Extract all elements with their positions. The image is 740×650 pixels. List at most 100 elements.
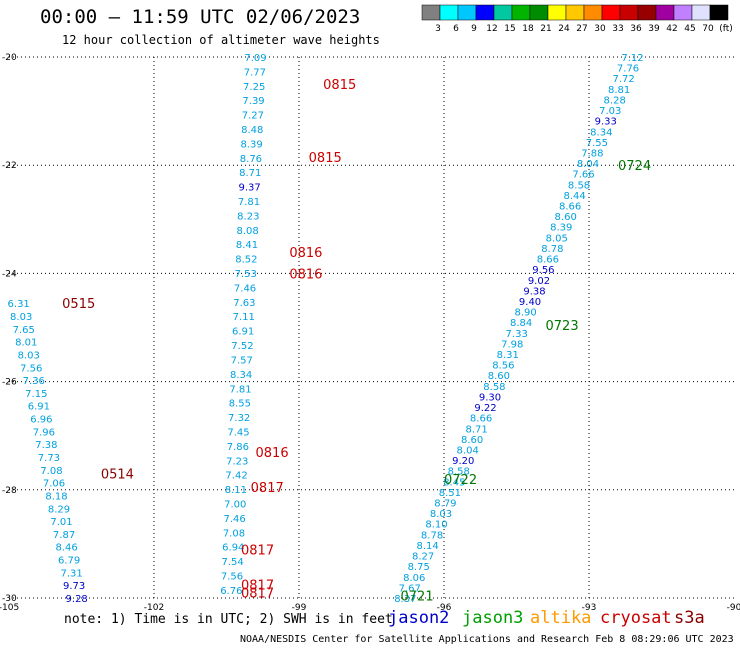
colorbar-label: (ft) xyxy=(719,24,733,34)
pass-time-label: 0817 xyxy=(241,578,274,593)
wave-height-label: 7.88 xyxy=(581,148,603,159)
wave-height-label: 7.63 xyxy=(233,298,255,309)
wave-height-label: 9.22 xyxy=(474,403,496,414)
wave-height-label: 8.66 xyxy=(537,255,559,266)
colorbar-swatch xyxy=(493,4,513,21)
wave-height-label: 8.78 xyxy=(541,244,563,255)
x-tick-label: -99 xyxy=(292,603,307,613)
wave-height-label: 8.58 xyxy=(448,467,470,478)
wave-height-label: 8.81 xyxy=(608,85,630,96)
wave-height-label: 8.05 xyxy=(546,233,568,244)
wave-height-label: 8.78 xyxy=(421,530,443,541)
pass-time-label: 0816 xyxy=(289,267,322,282)
x-tick-label: -93 xyxy=(582,603,597,613)
wave-height-label: 8.79 xyxy=(434,499,456,510)
wave-height-label: 8.39 xyxy=(240,139,262,150)
wave-height-label: 9.20 xyxy=(452,456,474,467)
wave-height-label: 8.18 xyxy=(45,491,67,502)
wave-height-label: 7.56 xyxy=(20,363,42,374)
wave-height-label: 8.84 xyxy=(510,318,532,329)
wave-height-label: 8.51 xyxy=(439,488,461,499)
wave-height-label: 6.91 xyxy=(28,402,50,413)
wave-height-label: 8.11 xyxy=(225,485,247,496)
pass-time-label: 0514 xyxy=(101,468,134,483)
wave-height-label: 8.06 xyxy=(403,573,425,584)
wave-height-label: 9.33 xyxy=(595,117,617,128)
x-tick-label: -96 xyxy=(437,603,452,613)
pass-time-label: 0721 xyxy=(401,589,434,604)
legend-cryosat: cryosat xyxy=(600,608,672,628)
colorbar-label: 45 xyxy=(684,24,695,34)
wave-height-label: 8.08 xyxy=(237,226,259,237)
wave-height-label: 8.66 xyxy=(470,414,492,425)
colorbar-swatch xyxy=(619,4,639,21)
wave-height-label: 6.94 xyxy=(222,543,244,554)
colorbar-label: 42 xyxy=(666,24,677,34)
colorbar-swatch xyxy=(457,4,477,21)
pass-time-label: 0815 xyxy=(309,151,342,166)
legend-altika: altika xyxy=(530,608,592,628)
wave-height-label: 7.00 xyxy=(224,499,246,510)
colorbar-label: 18 xyxy=(522,24,534,34)
wave-height-label: 7.42 xyxy=(225,471,247,482)
wave-height-label: 7.54 xyxy=(222,557,244,568)
colorbar-label: 27 xyxy=(576,24,587,34)
pass-time-label: 0515 xyxy=(62,297,95,312)
wave-height-label: 7.15 xyxy=(25,389,47,400)
wave-height-label: 8.58 xyxy=(483,382,505,393)
x-tick-label: -90 xyxy=(727,603,740,613)
colorbar-swatch xyxy=(673,4,693,21)
wave-height-label: 8.58 xyxy=(568,180,590,191)
wave-height-label: 7.76 xyxy=(617,64,639,75)
wave-height-label: 8.45 xyxy=(443,477,465,488)
wave-height-label: 8.44 xyxy=(563,191,585,202)
wave-height-label: 7.98 xyxy=(501,339,523,350)
wave-height-label: 8.41 xyxy=(236,240,258,251)
chart-subtitle: 12 hour collection of altimeter wave hei… xyxy=(62,33,380,47)
wave-height-label: 7.45 xyxy=(227,427,249,438)
wave-height-label: 8.46 xyxy=(55,543,77,554)
colorbar-swatch xyxy=(421,4,441,21)
colorbar-label: 6 xyxy=(453,24,459,34)
wave-height-label: 7.66 xyxy=(572,170,594,181)
chart-title: 00:00 – 11:59 UTC 02/06/2023 xyxy=(40,6,361,28)
wave-height-label: 7.46 xyxy=(234,283,256,294)
y-tick-label: -24 xyxy=(2,269,17,279)
legend-jason3: jason3 xyxy=(462,608,524,628)
x-tick-label: -105 xyxy=(0,603,19,613)
wave-height-label: 7.96 xyxy=(33,427,55,438)
wave-height-label: 7.23 xyxy=(226,456,248,467)
colorbar-swatch xyxy=(475,4,495,21)
wave-height-label: 7.27 xyxy=(242,111,264,122)
colorbar-swatch xyxy=(583,4,603,21)
wave-height-label: 7.12 xyxy=(621,53,643,64)
colorbar-swatch xyxy=(691,4,711,21)
colorbar-label: 33 xyxy=(612,24,623,34)
wave-height-label: 7.55 xyxy=(586,138,608,149)
wave-height-label: 8.03 xyxy=(430,509,452,520)
colorbar-label: 36 xyxy=(630,24,642,34)
wave-height-label: 7.67 xyxy=(399,583,421,594)
footer-note: note: 1) Time is in UTC; 2) SWH is in fe… xyxy=(64,612,393,627)
y-tick-label: -30 xyxy=(2,594,17,604)
colorbar-swatch xyxy=(547,4,567,21)
y-tick-label: -22 xyxy=(2,161,17,171)
colorbar-swatch xyxy=(439,4,459,21)
wave-height-label: 8.01 xyxy=(15,338,37,349)
wave-height-label: 6.91 xyxy=(232,327,254,338)
wave-height-label: 8.28 xyxy=(604,95,626,106)
y-tick-label: -26 xyxy=(2,378,17,388)
colorbar-swatch xyxy=(565,4,585,21)
wave-height-label: 8.31 xyxy=(497,350,519,361)
wave-height-label: 8.03 xyxy=(18,350,40,361)
wave-height-label: 7.09 xyxy=(244,53,266,64)
wave-height-label: 7.65 xyxy=(13,325,35,336)
wave-height-label: 9.73 xyxy=(63,581,85,592)
wave-height-label: 8.75 xyxy=(408,562,430,573)
wave-height-label: 9.40 xyxy=(519,297,541,308)
colorbar-label: 39 xyxy=(648,24,660,34)
wave-height-label: 7.08 xyxy=(40,466,62,477)
wave-height-label: 8.04 xyxy=(577,159,599,170)
wave-height-label: 7.53 xyxy=(235,269,257,280)
wave-height-label: 8.34 xyxy=(590,127,612,138)
